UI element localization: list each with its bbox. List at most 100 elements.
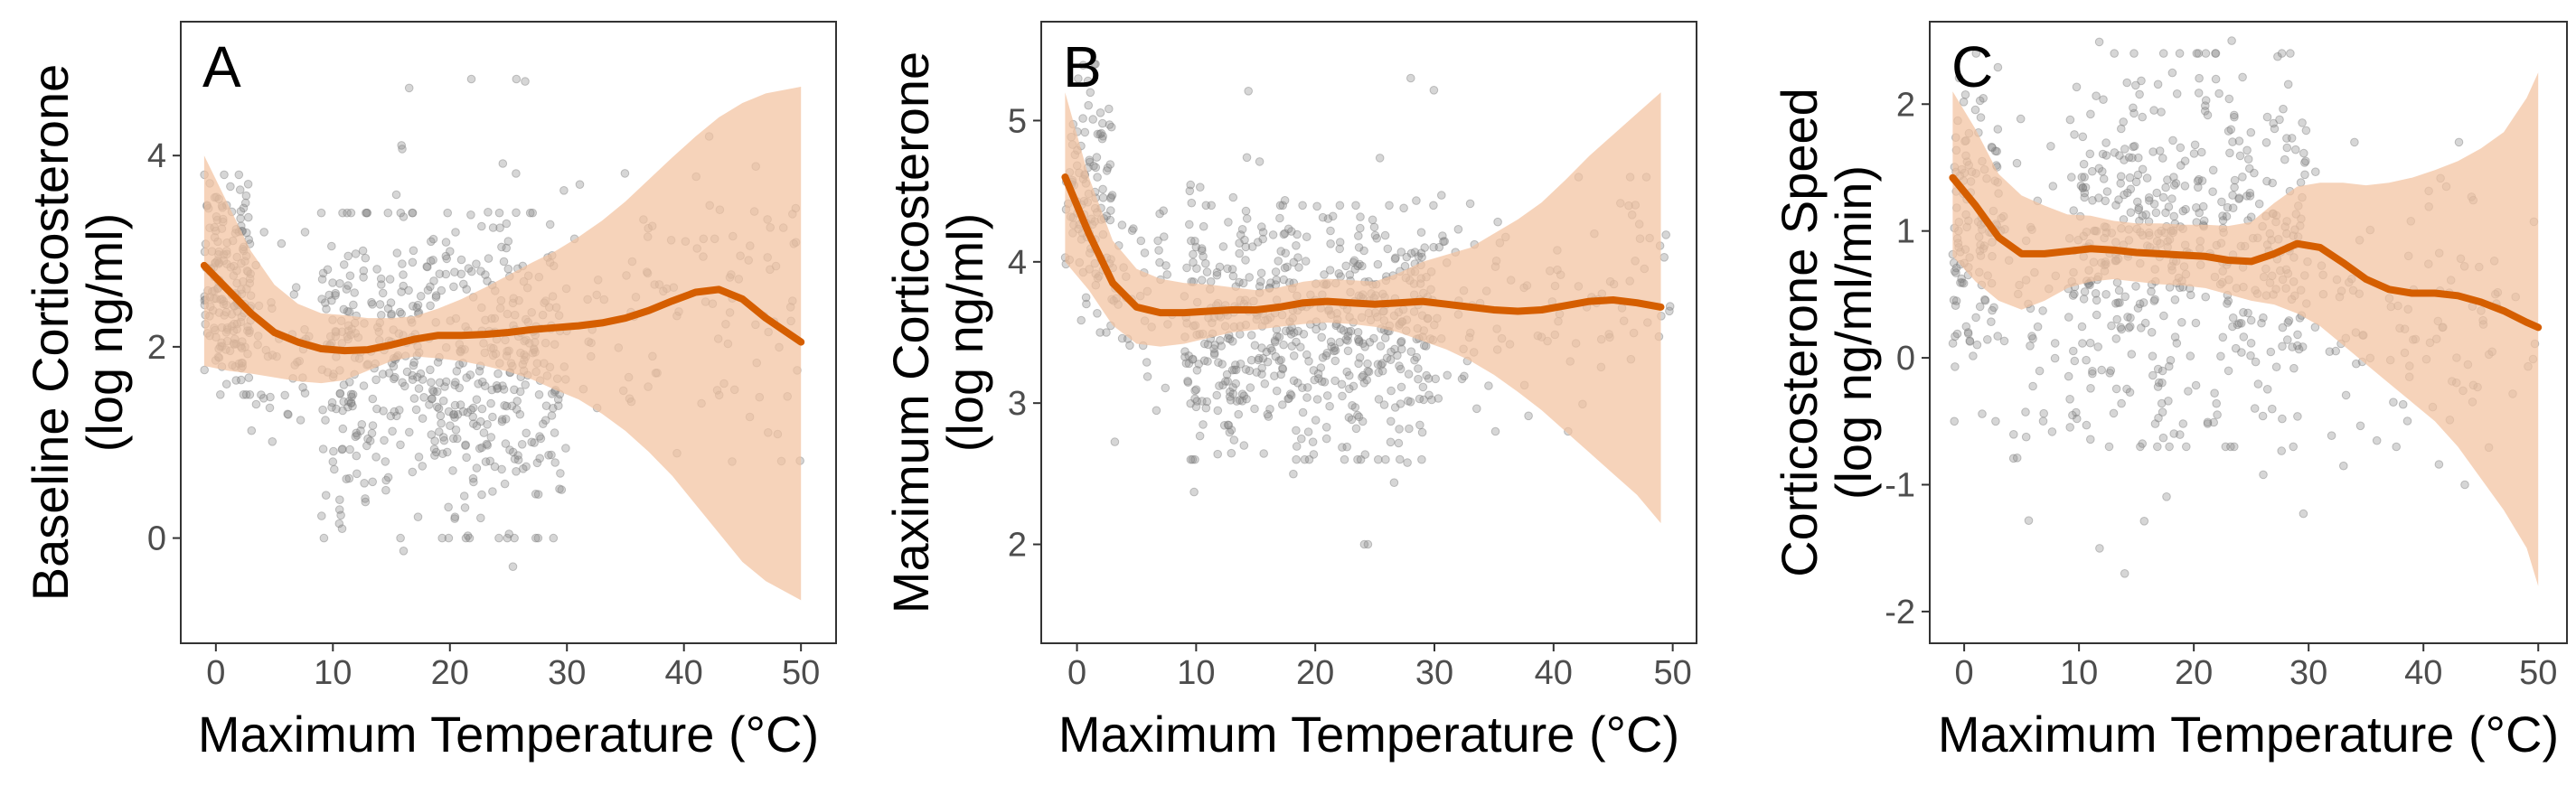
data-point — [461, 441, 470, 451]
data-point — [450, 514, 459, 523]
data-point — [1390, 254, 1400, 264]
data-point — [2134, 205, 2143, 215]
data-point — [2277, 446, 2286, 455]
data-point — [234, 170, 244, 180]
data-point — [1665, 306, 1674, 316]
data-point — [2153, 80, 2163, 89]
data-point — [476, 416, 485, 426]
data-point — [2138, 112, 2147, 122]
data-point — [2209, 417, 2218, 427]
data-point — [2109, 408, 2119, 418]
data-point — [2142, 173, 2152, 182]
data-point — [2178, 206, 2188, 216]
data-point — [1353, 328, 1363, 337]
data-point — [450, 400, 460, 410]
data-point — [1289, 469, 1298, 479]
data-point — [493, 383, 503, 393]
data-point — [2012, 158, 2022, 168]
data-point — [2078, 132, 2088, 142]
data-point — [1127, 226, 1137, 235]
data-point — [1354, 243, 1364, 252]
data-point — [2201, 96, 2211, 105]
data-point — [1246, 355, 1256, 365]
data-point — [428, 394, 437, 404]
data-point — [1078, 114, 1087, 123]
data-point — [460, 503, 470, 512]
data-point — [1359, 379, 1369, 388]
data-point — [1385, 201, 1394, 211]
data-point — [2277, 49, 2287, 58]
data-point — [525, 208, 535, 218]
data-point — [1241, 242, 1251, 252]
data-point — [2398, 399, 2408, 409]
data-point — [1212, 270, 1222, 280]
data-point — [1345, 384, 1354, 394]
data-point — [2275, 115, 2284, 125]
data-point — [1192, 366, 1202, 375]
data-point — [502, 219, 512, 229]
data-point — [2176, 143, 2186, 153]
data-point — [1330, 376, 1340, 386]
data-point — [1417, 454, 1426, 464]
data-point — [549, 404, 558, 413]
data-point — [556, 469, 565, 478]
data-point — [1356, 454, 1366, 464]
data-point — [1260, 379, 1270, 388]
data-point — [513, 455, 523, 464]
data-point — [1223, 264, 1232, 274]
data-point — [1142, 372, 1152, 381]
data-point — [437, 418, 446, 428]
data-point — [497, 416, 507, 426]
data-point — [2167, 194, 2176, 203]
data-point — [2101, 196, 2110, 206]
data-point — [1209, 344, 1218, 353]
data-point — [1665, 302, 1675, 311]
data-point — [416, 292, 426, 301]
data-point — [1344, 327, 1353, 336]
data-point — [2094, 37, 2104, 47]
data-point — [2180, 182, 2190, 191]
data-point — [1346, 326, 1356, 336]
data-point — [1228, 337, 1237, 346]
data-point — [1363, 539, 1373, 549]
data-point — [1250, 404, 1259, 414]
data-point — [1228, 389, 1238, 398]
data-point — [2097, 365, 2106, 375]
data-point — [1283, 262, 1292, 272]
data-point — [1396, 382, 1406, 392]
data-point — [416, 369, 426, 379]
data-point — [368, 477, 378, 487]
data-point — [351, 249, 361, 258]
data-point — [1097, 134, 1107, 144]
data-point — [2243, 154, 2253, 164]
data-point — [216, 390, 225, 399]
data-point — [1186, 454, 1196, 464]
data-point — [2065, 423, 2074, 432]
data-point — [2298, 342, 2308, 351]
data-point — [2092, 310, 2101, 320]
data-point — [1078, 61, 1088, 70]
data-point — [2294, 344, 2304, 354]
data-point — [402, 367, 412, 377]
data-point — [1247, 242, 1257, 251]
data-point — [469, 403, 478, 413]
data-point — [1374, 454, 1383, 464]
x-tick-label: 40 — [1535, 654, 1573, 692]
data-point — [544, 451, 553, 460]
data-point — [2035, 366, 2045, 376]
data-point — [1354, 359, 1363, 369]
data-point — [1335, 338, 1345, 347]
data-point — [1301, 257, 1311, 266]
data-point — [2101, 290, 2111, 299]
data-point — [395, 307, 405, 317]
data-point — [1383, 244, 1393, 254]
data-point — [2033, 322, 2043, 332]
data-point — [1200, 339, 1209, 349]
data-point — [1396, 399, 1406, 408]
data-point — [1206, 277, 1216, 286]
data-point — [2170, 295, 2180, 304]
data-point — [1983, 335, 1992, 344]
data-point — [1327, 342, 1336, 351]
data-point — [426, 257, 436, 266]
data-point — [2238, 72, 2247, 82]
